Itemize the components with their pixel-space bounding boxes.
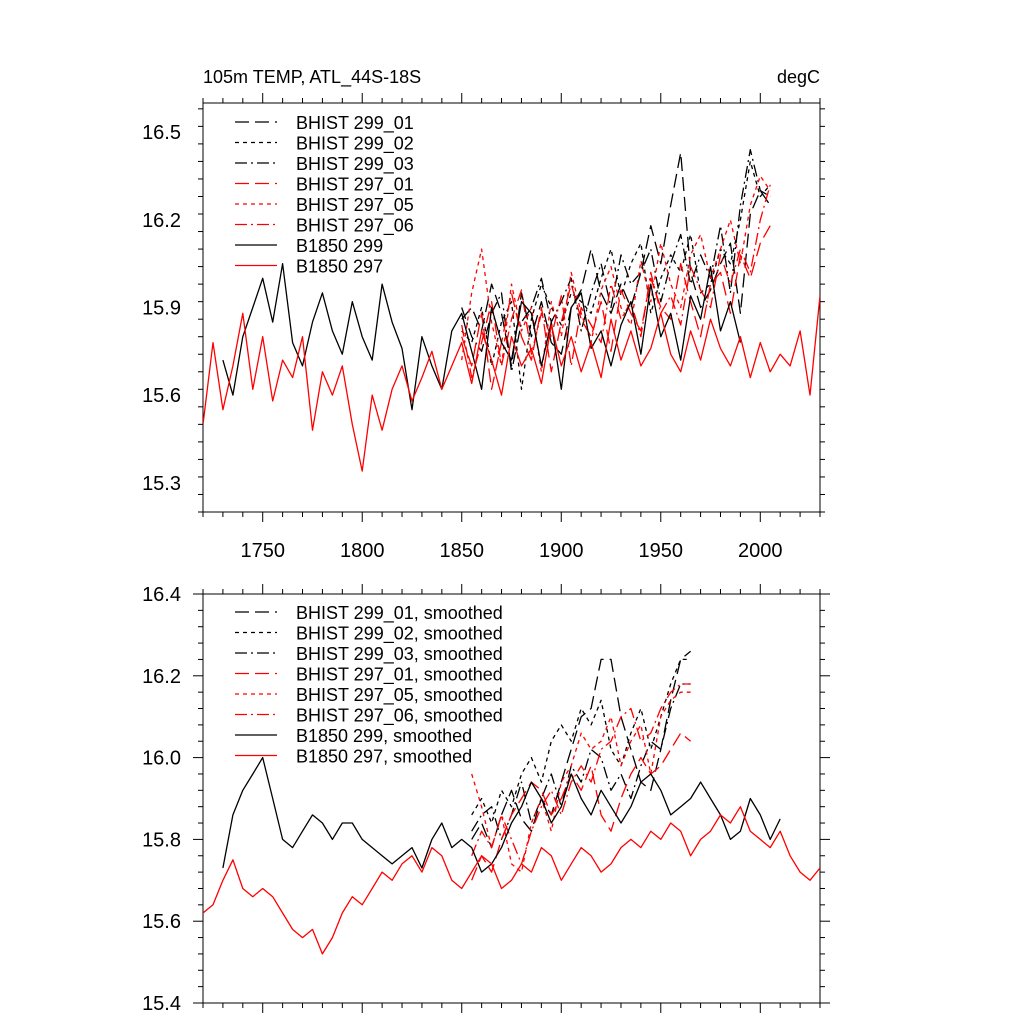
series-line-b1850-299: [222, 263, 742, 411]
chart-title: 105m TEMP, ATL_44S-18S: [203, 67, 421, 88]
series-line-bhist-297-05: [461, 175, 771, 373]
plot-frame: [202, 102, 821, 513]
legend-label: BHIST 299_02: [296, 134, 414, 155]
chart-panel-1: 1750 1800 1850 1900 1950 2000 15.3 15.6 15.9 16.2…: [142, 67, 825, 562]
series-line-bhist-297-06: [461, 184, 771, 379]
y-tick-label: 16.2: [142, 666, 181, 688]
legend-label: BHIST 297_01: [296, 175, 414, 196]
legend-label: B1850 299, smoothed: [296, 726, 472, 746]
series-line-bhist-299-03-smoothed: [471, 683, 691, 841]
legend-label: BHIST 297_05, smoothed: [296, 685, 503, 706]
chart-panel-2: 15.4 15.6 15.8 16.0 16.2 16.4 BHIST 299_01, sm…: [142, 584, 830, 1015]
y-tick-label: 15.6: [142, 911, 181, 933]
y-tick-label: 16.0: [142, 748, 181, 770]
series-line-bhist-297-01-smoothed: [471, 732, 692, 881]
y-tick-label: 16.4: [142, 584, 181, 606]
legend-label: BHIST 297_05: [296, 195, 414, 216]
y-tick-label: 16.2: [142, 210, 181, 232]
series-line-bhist-297-05-smoothed: [471, 691, 691, 873]
series-line-bhist-299-03: [461, 149, 771, 373]
series-line-bhist-297-01: [461, 225, 771, 390]
x-tick-label: 1900: [539, 540, 584, 562]
y-tick-label: 16.5: [142, 122, 181, 144]
legend-label: BHIST 299_03, smoothed: [296, 644, 503, 665]
legend-label: BHIST 299_03: [296, 154, 414, 175]
legend-label: BHIST 297_06, smoothed: [296, 706, 503, 727]
legend-label: BHIST 299_02, smoothed: [296, 624, 503, 645]
x-tick-label: 1800: [340, 540, 385, 562]
legend-label: BHIST 297_06: [296, 216, 414, 237]
legend-label: BHIST 297_01, smoothed: [296, 665, 503, 686]
y-tick-label: 15.6: [142, 385, 181, 407]
y-tick-label: 15.8: [142, 829, 181, 851]
y-tick-label: 15.9: [142, 298, 181, 320]
legend-label: B1850 299: [296, 236, 383, 256]
units-label: degC: [777, 67, 820, 87]
legend-label: BHIST 299_01, smoothed: [296, 603, 503, 624]
x-tick-label: 1950: [639, 540, 684, 562]
series-group: [203, 149, 820, 472]
series-line-bhist-299-02-smoothed: [471, 658, 691, 824]
series-line-b1850-297-smoothed: [203, 806, 820, 955]
x-tick-label: 2000: [738, 540, 783, 562]
legend-label: BHIST 299_01: [296, 113, 414, 134]
series-line-b1850-299-smoothed: [222, 756, 781, 873]
series-line-bhist-299-01-smoothed: [471, 650, 692, 849]
series-group: [203, 650, 820, 955]
x-tick-label: 1750: [240, 540, 285, 562]
x-tick-label: 1850: [439, 540, 484, 562]
legend-label: B1850 297, smoothed: [296, 747, 472, 767]
plot-frame: [202, 593, 821, 1004]
legend-label: B1850 297: [296, 257, 383, 277]
y-tick-label: 15.3: [142, 473, 181, 495]
series-line-b1850-297: [203, 295, 820, 472]
y-tick-label: 15.4: [142, 993, 181, 1015]
